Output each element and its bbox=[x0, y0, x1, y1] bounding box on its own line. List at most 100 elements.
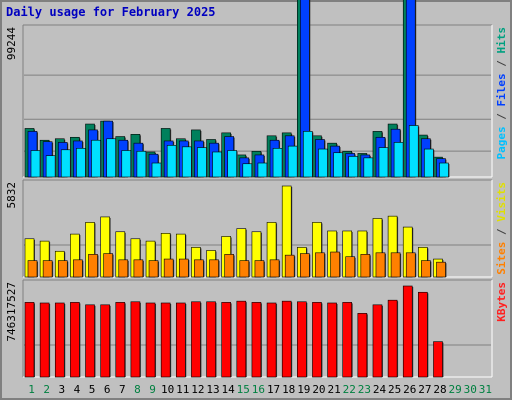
panel-legend-visits-sites: Sites / Visits bbox=[495, 182, 508, 275]
bar-pages-day-7 bbox=[121, 150, 132, 178]
bar-pages-day-27 bbox=[424, 148, 434, 178]
bar-pages-day-6 bbox=[106, 138, 116, 178]
day-label-4: 4 bbox=[74, 383, 81, 396]
bar-pages-day-16 bbox=[257, 162, 268, 178]
day-label-19: 19 bbox=[297, 383, 310, 396]
bar-kbytes-day-1 bbox=[24, 302, 35, 378]
bar-kbytes-day-14 bbox=[221, 302, 231, 378]
bar-kbytes-day-8 bbox=[130, 301, 141, 378]
day-label-31: 31 bbox=[479, 383, 492, 396]
day-label-14: 14 bbox=[222, 383, 236, 396]
bar-sites-day-16 bbox=[254, 260, 265, 278]
day-label-8: 8 bbox=[134, 383, 141, 396]
legend-entry: Files bbox=[495, 73, 508, 106]
legend-entry: / bbox=[495, 107, 508, 127]
day-label-1: 1 bbox=[28, 383, 35, 396]
bar-sites-day-26 bbox=[405, 252, 416, 278]
bar-pages-day-4 bbox=[76, 148, 86, 178]
bar-pages-day-9 bbox=[151, 162, 162, 178]
bar-sites-day-1 bbox=[27, 260, 38, 278]
bar-sites-day-2 bbox=[42, 260, 53, 278]
bar-kbytes-day-3 bbox=[54, 302, 65, 378]
bar-pages-day-14 bbox=[227, 150, 237, 178]
bar-sites-day-14 bbox=[224, 254, 234, 278]
legend-entry: / bbox=[495, 54, 508, 74]
bar-sites-day-19 bbox=[300, 253, 310, 278]
day-label-9: 9 bbox=[149, 383, 156, 396]
bar-sites-day-11 bbox=[178, 258, 189, 278]
bar-pages-day-11 bbox=[181, 146, 192, 178]
day-label-13: 13 bbox=[206, 383, 219, 396]
bar-pages-day-18 bbox=[287, 145, 298, 178]
bar-sites-day-21 bbox=[330, 251, 340, 278]
day-label-10: 10 bbox=[161, 383, 174, 396]
day-label-3: 3 bbox=[58, 383, 65, 396]
bar-sites-day-8 bbox=[133, 259, 144, 278]
bar-kbytes-day-9 bbox=[145, 302, 156, 378]
day-label-2: 2 bbox=[43, 383, 50, 396]
day-label-27: 27 bbox=[418, 383, 431, 396]
bar-kbytes-day-15 bbox=[236, 300, 247, 378]
day-label-5: 5 bbox=[89, 383, 96, 396]
day-label-16: 16 bbox=[252, 383, 265, 396]
bar-kbytes-day-18 bbox=[281, 300, 292, 378]
bar-sites-day-25 bbox=[390, 252, 401, 278]
bar-pages-day-15 bbox=[242, 163, 253, 178]
bar-sites-day-22 bbox=[345, 256, 356, 278]
bar-sites-day-27 bbox=[421, 260, 431, 278]
bar-kbytes-day-7 bbox=[115, 302, 126, 378]
bar-pages-day-21 bbox=[333, 152, 343, 178]
legend-entry: / bbox=[495, 222, 508, 242]
bar-kbytes-day-12 bbox=[191, 301, 201, 378]
bar-kbytes-day-28 bbox=[433, 341, 443, 378]
bar-sites-day-28 bbox=[436, 261, 446, 278]
bar-kbytes-day-20 bbox=[312, 302, 322, 378]
panel-max-label: 5832 bbox=[5, 182, 18, 209]
bar-sites-day-9 bbox=[148, 260, 159, 278]
day-label-30: 30 bbox=[464, 383, 477, 396]
day-label-6: 6 bbox=[104, 383, 111, 396]
bar-kbytes-day-10 bbox=[160, 302, 171, 378]
day-label-26: 26 bbox=[403, 383, 416, 396]
bar-pages-day-2 bbox=[45, 155, 56, 178]
panel-max-label: 99244 bbox=[5, 27, 18, 60]
bar-kbytes-day-23 bbox=[357, 313, 368, 378]
day-label-11: 11 bbox=[176, 383, 189, 396]
bar-pages-day-26 bbox=[408, 125, 419, 178]
bar-pages-day-24 bbox=[378, 147, 389, 178]
bar-kbytes-day-6 bbox=[100, 304, 110, 378]
bar-pages-day-17 bbox=[272, 148, 283, 178]
bar-sites-day-6 bbox=[103, 253, 113, 278]
bar-sites-day-5 bbox=[88, 254, 98, 278]
day-label-28: 28 bbox=[433, 383, 446, 396]
legend-entry: Hits bbox=[495, 27, 508, 54]
bar-pages-day-8 bbox=[136, 150, 147, 178]
panel-legend-kbytes: KBytes bbox=[495, 282, 508, 322]
day-label-23: 23 bbox=[358, 383, 371, 396]
bar-sites-day-20 bbox=[315, 252, 325, 278]
bar-pages-day-25 bbox=[393, 142, 404, 178]
day-label-7: 7 bbox=[119, 383, 126, 396]
legend-entry: Visits bbox=[495, 182, 508, 222]
bar-pages-day-5 bbox=[91, 139, 101, 178]
day-label-21: 21 bbox=[327, 383, 340, 396]
day-label-24: 24 bbox=[373, 383, 387, 396]
day-label-25: 25 bbox=[388, 383, 401, 396]
bar-sites-day-3 bbox=[57, 260, 68, 278]
bar-sites-day-10 bbox=[163, 258, 174, 278]
bar-kbytes-day-13 bbox=[206, 301, 216, 378]
bar-kbytes-day-22 bbox=[342, 302, 353, 378]
bar-sites-day-15 bbox=[239, 260, 250, 278]
bar-kbytes-day-19 bbox=[297, 301, 307, 378]
legend-entry: KBytes bbox=[495, 282, 508, 322]
bar-kbytes-day-2 bbox=[39, 302, 50, 378]
bar-sites-day-24 bbox=[375, 252, 386, 278]
bar-pages-day-20 bbox=[318, 148, 328, 178]
day-label-22: 22 bbox=[343, 383, 356, 396]
bar-pages-day-23 bbox=[363, 157, 374, 178]
bar-kbytes-day-27 bbox=[418, 291, 428, 378]
bar-pages-day-12 bbox=[197, 147, 207, 178]
bar-pages-day-1 bbox=[30, 150, 41, 178]
panel-legend-hits-files-pages: Pages / Files / Hits bbox=[495, 27, 508, 160]
